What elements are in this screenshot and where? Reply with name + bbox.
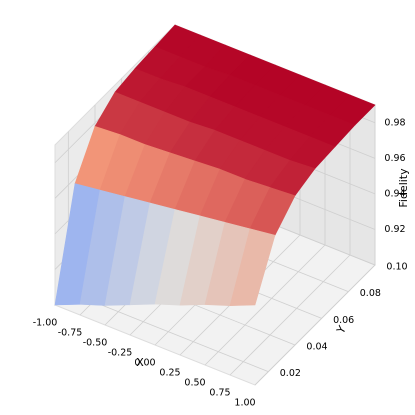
surface-patch	[229, 228, 276, 306]
z-tick-label: 0.98	[384, 117, 405, 128]
x-tick-label: -0.75	[58, 328, 83, 339]
y-tick-label: 0.10	[386, 262, 407, 273]
x-tick-label: -0.50	[83, 338, 108, 349]
z-tick-label: 0.92	[384, 224, 405, 235]
x-tick-label: 0.25	[159, 368, 180, 379]
x-tick-label: -0.25	[108, 348, 133, 359]
grid-line	[229, 254, 351, 376]
grid-line	[204, 244, 326, 366]
grid-line	[254, 264, 376, 386]
x-tick-label: 0.00	[134, 358, 155, 369]
x-tick-label: -1.00	[33, 318, 58, 329]
z-tick-label: 0.96	[384, 153, 405, 164]
y-tick-label: 0.04	[306, 342, 327, 353]
y-tick-label: 0.06	[333, 315, 354, 326]
z-tick-label: 0.94	[384, 188, 405, 199]
y-tick-label: 0.08	[360, 288, 381, 299]
x-tick-label: 0.75	[209, 388, 230, 399]
y-tick-label: 0.02	[280, 368, 301, 379]
x-tick-label: 1.00	[234, 398, 255, 409]
x-axis-label: X	[136, 356, 144, 369]
x-tick-label: 0.50	[184, 378, 205, 389]
z-axis-label: Fidelity	[397, 168, 410, 208]
